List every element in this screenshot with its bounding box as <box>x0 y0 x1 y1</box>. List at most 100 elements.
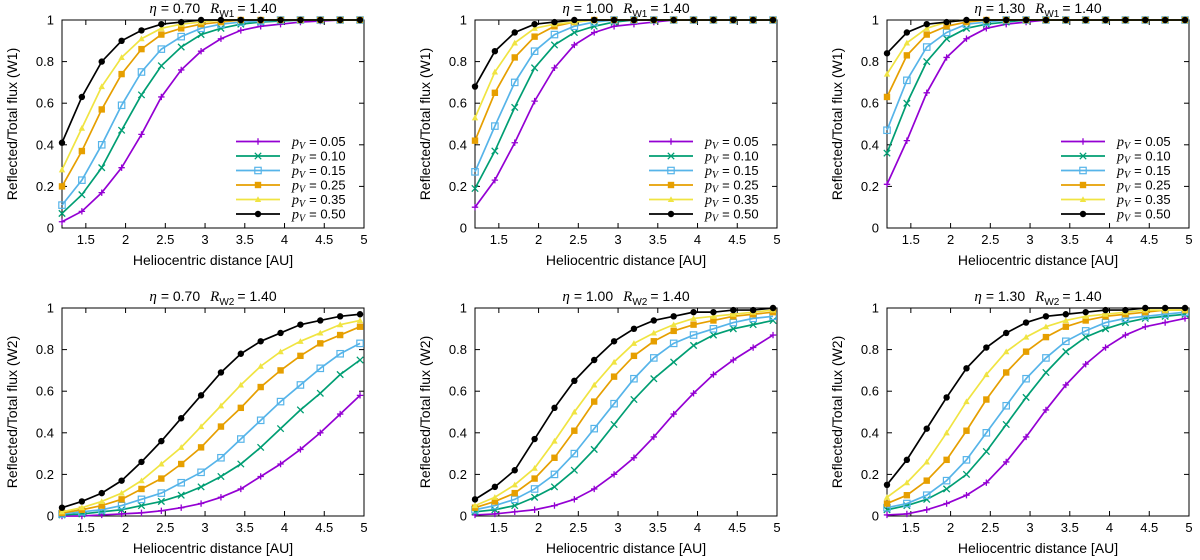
series-line <box>886 19 1186 54</box>
y-tick-label: 0.2 <box>36 179 54 194</box>
data-point <box>1082 308 1089 316</box>
data-point <box>983 396 990 403</box>
data-point <box>1062 311 1070 318</box>
data-point <box>883 93 891 101</box>
data-point <box>610 16 618 24</box>
data-point <box>942 35 951 43</box>
data-point <box>336 349 344 358</box>
data-point <box>511 467 518 474</box>
series-line <box>61 19 361 144</box>
data-point <box>690 321 697 328</box>
x-tick-label: 2.5 <box>156 520 174 535</box>
data-point <box>217 16 225 24</box>
data-point <box>257 383 264 391</box>
data-point <box>883 149 891 157</box>
legend-marker <box>254 181 262 189</box>
data-point <box>963 492 970 499</box>
x-tick-label: 1.5 <box>490 520 508 535</box>
data-point <box>670 16 677 24</box>
x-tick-label: 1.5 <box>77 520 95 535</box>
data-point <box>491 498 499 505</box>
x-tick-label: 5 <box>1185 520 1192 535</box>
x-tick-label: 4.5 <box>728 520 746 535</box>
data-point <box>1082 360 1089 368</box>
data-point <box>983 371 990 378</box>
data-point <box>336 16 344 24</box>
data-point <box>157 489 166 497</box>
data-point <box>78 191 86 199</box>
data-point <box>530 493 539 501</box>
legend-entry: pV = 0.25 <box>236 178 346 196</box>
series-p-v-0-10 <box>471 316 777 516</box>
legend-entry: pV = 0.10 <box>1061 149 1171 167</box>
data-point <box>650 433 658 441</box>
data-point <box>217 472 225 481</box>
data-point <box>883 181 891 188</box>
data-point <box>1002 401 1011 410</box>
data-point <box>58 218 66 225</box>
data-point <box>277 348 284 355</box>
data-point <box>58 504 66 511</box>
x-tick-label: 4 <box>281 232 288 247</box>
data-point <box>1042 354 1050 362</box>
series-line <box>886 307 1186 486</box>
legend-label: pV = 0.50 <box>291 207 346 225</box>
data-point <box>58 139 66 146</box>
data-point <box>511 489 518 497</box>
data-point <box>903 499 911 508</box>
data-point <box>710 308 717 316</box>
data-point <box>923 31 930 38</box>
data-point <box>177 478 186 487</box>
x-tick-label: 3 <box>201 520 208 535</box>
data-point <box>610 420 618 429</box>
data-point <box>197 48 205 55</box>
data-point <box>78 504 86 511</box>
data-point <box>923 25 930 31</box>
data-point <box>571 427 578 434</box>
data-point <box>217 494 225 501</box>
data-point <box>297 338 304 344</box>
data-point <box>257 473 264 480</box>
data-point <box>983 25 990 32</box>
data-point <box>138 485 145 493</box>
data-point <box>551 502 558 509</box>
data-point <box>58 201 66 209</box>
data-point <box>531 97 538 105</box>
x-axis-label: Heliocentric distance [AU] <box>958 540 1118 556</box>
data-point <box>217 402 225 409</box>
y-tick-label: 0.4 <box>36 425 54 440</box>
data-point <box>982 447 991 456</box>
legend-label: pV = 0.05 <box>704 134 759 152</box>
data-point <box>491 510 499 518</box>
data-point <box>729 325 737 333</box>
data-point <box>138 27 145 34</box>
data-point <box>98 489 105 497</box>
plot-frame <box>474 307 778 517</box>
data-point <box>769 16 777 24</box>
data-point <box>983 16 990 24</box>
data-point <box>237 381 245 388</box>
data-point <box>530 64 539 72</box>
data-point <box>78 93 86 101</box>
x-tick-label: 3 <box>1026 520 1033 535</box>
data-point <box>571 16 578 24</box>
data-point <box>690 308 697 316</box>
data-point <box>670 321 677 328</box>
data-point <box>297 321 304 328</box>
data-point <box>610 399 618 408</box>
data-point <box>531 33 538 40</box>
data-point <box>943 500 950 507</box>
data-point <box>511 508 518 516</box>
data-point <box>570 28 579 37</box>
data-point <box>1121 318 1130 327</box>
legend-marker <box>667 210 675 218</box>
data-point <box>903 479 911 486</box>
data-point <box>217 24 225 32</box>
data-point <box>97 141 106 149</box>
series-p-v-0-50 <box>883 304 1189 488</box>
panel-4: η = 0.70 RW2 = 1.40 1.5 2 2.5 3 3.5 4 4.5 5 0 0.2 0.4 0… <box>4 288 368 556</box>
data-point <box>78 498 86 505</box>
data-point <box>610 471 618 478</box>
data-point <box>883 500 891 507</box>
series-line <box>61 359 361 516</box>
